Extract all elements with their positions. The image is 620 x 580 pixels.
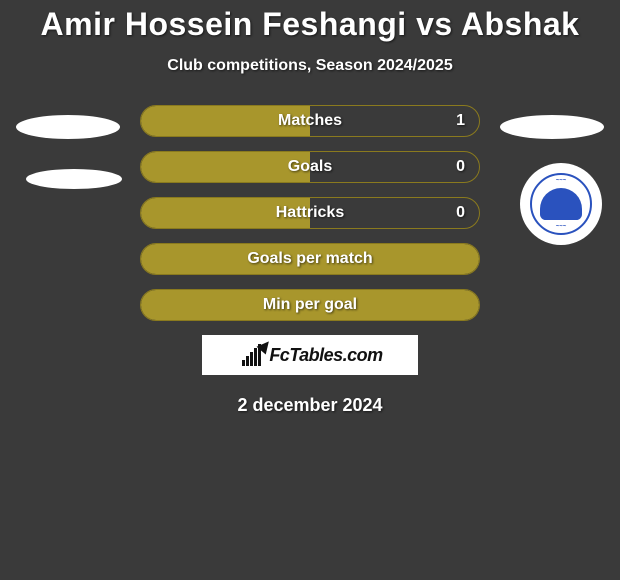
club-badge-script-icon: ~~~ [532, 224, 590, 230]
ellipse-shape [26, 169, 122, 189]
stat-label: Goals per match [141, 244, 479, 274]
stat-row: Min per goal [140, 289, 480, 321]
club-badge-ring: ~~~ ~~~ [530, 173, 592, 235]
club-badge-script-icon: ~~~ [532, 178, 590, 184]
stat-row: Goals0 [140, 151, 480, 183]
bar-chart-icon [237, 344, 265, 366]
stat-label: Goals [141, 152, 479, 182]
brand-box: FcTables.com [202, 335, 418, 375]
stat-rows: Matches1Goals0Hattricks0Goals per matchM… [140, 105, 480, 321]
stat-value-right: 1 [456, 106, 465, 136]
stat-row: Matches1 [140, 105, 480, 137]
right-player-silhouette [492, 105, 612, 139]
club-badge: ~~~ ~~~ [520, 163, 602, 245]
date-text: 2 december 2024 [0, 395, 620, 416]
bar-icon-segment [246, 356, 249, 366]
stat-row: Goals per match [140, 243, 480, 275]
ellipse-shape [16, 115, 120, 139]
ellipse-shape [500, 115, 604, 139]
left-player-silhouette [8, 105, 128, 189]
club-badge-dome-icon [540, 188, 582, 220]
page-title: Amir Hossein Feshangi vs Abshak [0, 0, 620, 43]
bar-icon-segment [250, 352, 253, 366]
stat-value-right: 0 [456, 152, 465, 182]
stat-label: Matches [141, 106, 479, 136]
stat-label: Hattricks [141, 198, 479, 228]
page-subtitle: Club competitions, Season 2024/2025 [0, 57, 620, 75]
stat-label: Min per goal [141, 290, 479, 320]
stat-value-right: 0 [456, 198, 465, 228]
brand-text: FcTables.com [269, 345, 382, 366]
content-area: ~~~ ~~~ Matches1Goals0Hattricks0Goals pe… [0, 105, 620, 416]
bar-icon-segment [242, 360, 245, 366]
bar-icon-segment [254, 348, 257, 366]
stat-row: Hattricks0 [140, 197, 480, 229]
